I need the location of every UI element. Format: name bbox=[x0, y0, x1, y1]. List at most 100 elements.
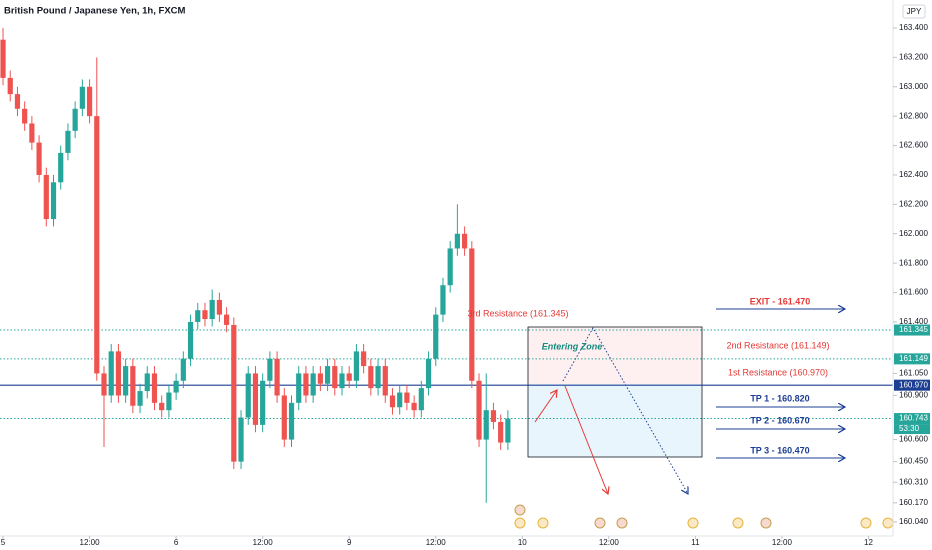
annotation: 3rd Resistance (161.345) bbox=[467, 308, 568, 318]
candle-body bbox=[65, 130, 71, 153]
event-icon bbox=[537, 517, 549, 529]
candle-body bbox=[159, 402, 165, 411]
annotation: EXIT - 161.470 bbox=[750, 296, 811, 306]
candle-body bbox=[296, 373, 302, 403]
y-tick-label: 161.400 bbox=[899, 317, 928, 326]
candle-body bbox=[79, 86, 85, 109]
candle-body bbox=[433, 314, 439, 359]
x-tick-label: 9 bbox=[347, 538, 352, 547]
zone-border bbox=[527, 326, 703, 458]
candle-body bbox=[216, 299, 222, 315]
candle-body bbox=[180, 358, 186, 381]
annotation: Entering Zone bbox=[542, 341, 603, 351]
annotation: TP 2 - 160.670 bbox=[750, 415, 809, 425]
y-tick-label: 160.900 bbox=[899, 391, 928, 400]
event-icon bbox=[514, 517, 526, 529]
x-tick-label: 10 bbox=[518, 538, 527, 547]
candle-body bbox=[447, 248, 453, 286]
event-icon bbox=[760, 517, 772, 529]
candle-body bbox=[469, 248, 475, 381]
x-tick-label: 5 bbox=[1, 538, 6, 547]
candle-body bbox=[324, 366, 331, 384]
y-tick-label: 162.600 bbox=[899, 141, 928, 150]
candle-body bbox=[50, 182, 57, 220]
currency-box[interactable] bbox=[902, 4, 926, 19]
candle-body bbox=[173, 380, 179, 393]
candle-body bbox=[238, 417, 244, 462]
level-tag bbox=[894, 324, 930, 336]
candle-body bbox=[231, 324, 237, 462]
y-tick-label: 160.600 bbox=[899, 435, 928, 444]
candle-body bbox=[0, 39, 6, 78]
annotation: TP 1 - 160.820 bbox=[750, 393, 809, 403]
candle-body bbox=[317, 373, 323, 384]
candle-body bbox=[303, 373, 309, 396]
candle-body bbox=[137, 391, 143, 406]
event-icon bbox=[616, 517, 628, 529]
entry-arrow bbox=[534, 390, 557, 423]
candle-body bbox=[195, 310, 201, 322]
candle-body bbox=[505, 418, 511, 443]
candle-body bbox=[483, 410, 489, 440]
y-tick-label: 162.000 bbox=[899, 229, 928, 238]
candle-body bbox=[425, 358, 432, 389]
candle-body bbox=[404, 392, 410, 403]
candle-body bbox=[353, 351, 360, 381]
candle-body bbox=[490, 410, 497, 422]
y-tick-label: 163.200 bbox=[899, 52, 928, 61]
drop-arrow bbox=[564, 385, 608, 494]
y-tick-label: 162.400 bbox=[899, 170, 928, 179]
candle-body bbox=[86, 86, 93, 117]
candle-body bbox=[498, 421, 504, 443]
candle-body bbox=[166, 392, 172, 411]
candle-body bbox=[209, 299, 215, 320]
candle-body bbox=[462, 233, 468, 249]
level-label: 161.345 bbox=[899, 325, 928, 334]
countdown-tag bbox=[894, 424, 930, 435]
y-tick-label: 161.050 bbox=[899, 369, 928, 378]
candle-body bbox=[151, 373, 158, 403]
candle-body bbox=[36, 142, 42, 175]
price-axis bbox=[893, 0, 932, 550]
candle-body bbox=[72, 108, 78, 131]
candle-body bbox=[115, 351, 122, 396]
y-tick-label: 161.600 bbox=[899, 288, 928, 297]
y-tick-label: 163.400 bbox=[899, 23, 928, 32]
countdown-label: 53:30 bbox=[899, 424, 920, 433]
arrows bbox=[534, 309, 845, 494]
event-icon bbox=[687, 517, 699, 529]
event-icon bbox=[732, 517, 744, 529]
candle-body bbox=[245, 373, 251, 418]
x-tick-label: 11 bbox=[691, 538, 700, 547]
candle-body bbox=[288, 402, 295, 440]
candle-body bbox=[368, 366, 374, 389]
level-label: 160.743 bbox=[899, 414, 928, 423]
candle-body bbox=[202, 310, 208, 320]
candle-body bbox=[58, 152, 64, 183]
x-tick-label: 12:00 bbox=[599, 538, 620, 547]
y-tick-label: 161.800 bbox=[899, 258, 928, 267]
candle-body bbox=[260, 380, 266, 425]
annotation: 2nd Resistance (161.149) bbox=[726, 340, 829, 350]
annotation: TP 3 - 160.470 bbox=[750, 445, 809, 455]
candle-body bbox=[418, 388, 424, 411]
candle-body bbox=[43, 174, 49, 220]
candle-body bbox=[310, 373, 316, 396]
x-tick-label: 12 bbox=[864, 538, 873, 547]
candle-body bbox=[397, 392, 403, 408]
candle-body bbox=[187, 321, 194, 359]
x-tick-label: 12:00 bbox=[80, 538, 101, 547]
annotation: 1st Resistance (160.970) bbox=[728, 367, 828, 377]
candle-body bbox=[411, 402, 417, 411]
y-tick-label: 162.200 bbox=[899, 199, 928, 208]
candle-body bbox=[476, 380, 482, 440]
candle-body bbox=[224, 314, 230, 325]
candle-body bbox=[375, 366, 381, 389]
candle-body bbox=[274, 358, 280, 396]
candle-body bbox=[144, 373, 150, 392]
event-icon bbox=[860, 517, 872, 529]
event-icon bbox=[514, 504, 526, 516]
alt-path-arrow bbox=[562, 326, 688, 494]
plot bbox=[0, 27, 893, 503]
